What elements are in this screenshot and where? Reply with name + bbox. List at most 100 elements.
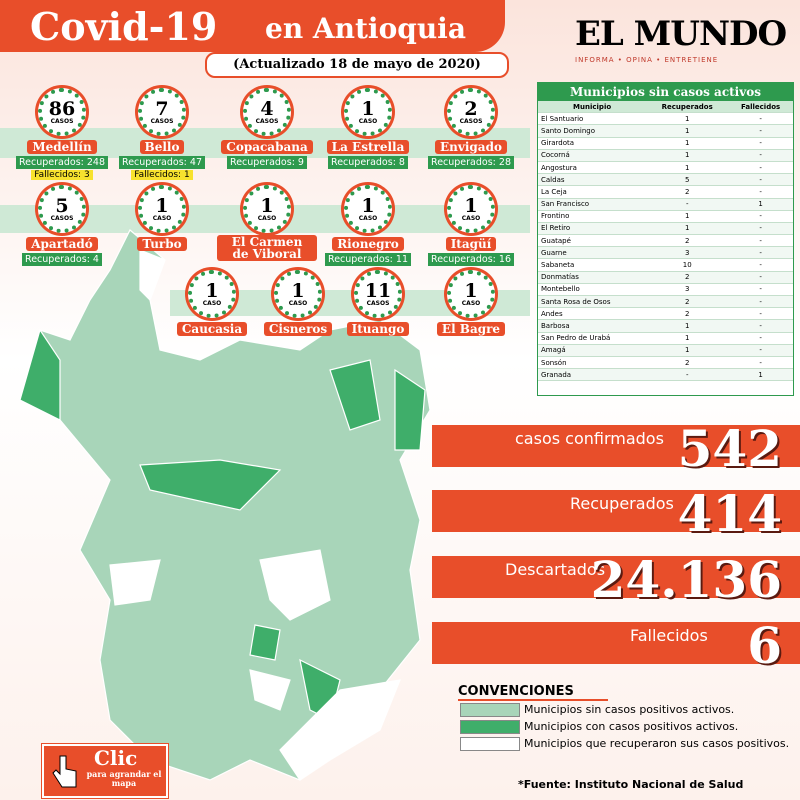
table-cell: - bbox=[646, 368, 729, 382]
table-cell: 1 bbox=[728, 198, 793, 211]
table-cell: Andes bbox=[538, 307, 647, 321]
case-ring: 5 CASOS bbox=[38, 185, 86, 233]
case-unit: CASOS bbox=[150, 117, 174, 125]
case-ring: 1 CASO bbox=[243, 185, 291, 233]
case-unit: CASOS bbox=[50, 214, 74, 222]
stat-value: 414 bbox=[677, 484, 782, 543]
table-cell: Guarne bbox=[538, 246, 647, 260]
case-unit: CASO bbox=[461, 214, 481, 222]
table-header: Municipio Recuperados Fallecidos bbox=[538, 101, 793, 114]
municipality-name: El Bagre bbox=[436, 322, 506, 336]
table-cell: 1 bbox=[646, 332, 729, 345]
case-badge: 11 CASOS Ituango bbox=[328, 270, 428, 337]
region-active bbox=[329, 359, 381, 431]
recovered-label: Recuperados: 248 bbox=[15, 156, 108, 169]
table-cell: Sabaneta bbox=[538, 258, 647, 272]
enlarge-map-button[interactable]: Clic para agrandar el mapa bbox=[42, 744, 168, 798]
legend-swatch bbox=[460, 737, 520, 751]
municipality-name: Bello bbox=[139, 140, 185, 154]
stat-label: Descartados bbox=[505, 560, 606, 579]
case-count: 11 bbox=[364, 279, 392, 302]
stat-label: Fallecidos bbox=[630, 626, 708, 645]
region-active bbox=[394, 368, 426, 451]
case-badge: 7 CASOS Bello Recuperados: 47 Fallecidos: 1 bbox=[112, 88, 212, 180]
case-unit: CASOS bbox=[255, 117, 279, 125]
stat-bar: casos confirmados 542 bbox=[432, 419, 800, 478]
table-cell: 1 bbox=[646, 137, 729, 150]
municipality-name: Cisneros bbox=[263, 322, 333, 336]
table-row: Montebello 3- bbox=[538, 283, 793, 297]
column-header: Fallecidos bbox=[728, 101, 793, 114]
case-badge: 1 CASO Rionegro Recuperados: 11 bbox=[318, 185, 418, 266]
legend-label: Municipios que recuperaron sus casos pos… bbox=[524, 737, 790, 750]
municipality-name: Rionegro bbox=[332, 237, 404, 251]
case-badge: 1 CASO Turbo bbox=[112, 185, 212, 252]
table-panel: Municipios sin casos activos Municipio Re… bbox=[537, 82, 794, 396]
region-active bbox=[139, 459, 282, 511]
table-cell: Angostura bbox=[538, 161, 647, 175]
case-count: 1 bbox=[464, 279, 478, 302]
deaths-label: Fallecidos: 1 bbox=[131, 170, 193, 180]
case-unit: CASOS bbox=[50, 117, 74, 125]
case-count: 7 bbox=[155, 97, 169, 120]
case-count: 1 bbox=[205, 279, 219, 302]
table-row: Andes 2- bbox=[538, 307, 793, 321]
region-active bbox=[249, 624, 281, 661]
table-cell: El Santuario bbox=[538, 112, 647, 126]
logo-tagline: INFORMA • OPINA • ENTRETIENE bbox=[575, 56, 719, 64]
case-count: 4 bbox=[260, 97, 274, 120]
table-cell: Guatapé bbox=[538, 234, 647, 248]
table-cell: - bbox=[728, 161, 793, 175]
title-region: en Antioquia bbox=[265, 12, 466, 45]
table-cell: 2 bbox=[646, 185, 729, 199]
table-cell: 2 bbox=[646, 356, 729, 370]
region-recovered bbox=[139, 249, 166, 302]
case-badge: 1 CASO Itagüí Recuperados: 16 bbox=[421, 185, 521, 266]
case-count: 1 bbox=[155, 194, 169, 217]
subtitle: (Actualizado 18 de mayo de 2020) bbox=[205, 52, 509, 78]
table-cell: - bbox=[728, 137, 793, 150]
case-ring: 1 CASO bbox=[447, 270, 495, 318]
case-ring: 1 CASO bbox=[188, 270, 236, 318]
case-count: 86 bbox=[48, 97, 76, 120]
case-count: 2 bbox=[464, 97, 478, 120]
table-row: Girardota 1- bbox=[538, 137, 793, 150]
region-recovered bbox=[109, 559, 161, 606]
table-row: Amagá 1- bbox=[538, 344, 793, 357]
stat-bar: Descartados 24.136 bbox=[432, 550, 800, 609]
hand-icon bbox=[52, 755, 77, 788]
case-badge: 86 CASOS Medellín Recuperados: 248 Fallecido… bbox=[12, 88, 112, 180]
table-cell: - bbox=[728, 295, 793, 309]
table-cell: 2 bbox=[646, 234, 729, 248]
table-cell: - bbox=[728, 149, 793, 162]
table-cell: - bbox=[728, 356, 793, 370]
case-count: 1 bbox=[361, 97, 375, 120]
case-unit: CASO bbox=[461, 299, 481, 307]
table-cell: Granada bbox=[538, 368, 647, 382]
recovered-label: Recuperados: 47 bbox=[119, 156, 205, 169]
table: Municipio Recuperados Fallecidos El Santuar… bbox=[538, 101, 793, 382]
table-row: Frontino 1- bbox=[538, 210, 793, 223]
table-row: Cocorná 1- bbox=[538, 149, 793, 162]
table-cell: 3 bbox=[646, 246, 729, 260]
case-badge: 2 CASOS Envigado Recuperados: 28 bbox=[421, 88, 521, 169]
logo: EL MUNDO bbox=[575, 14, 787, 54]
table-row: Sabaneta 10- bbox=[538, 258, 793, 272]
table-cell: 1 bbox=[646, 344, 729, 357]
case-badge: 1 CASO Caucasia bbox=[162, 270, 262, 337]
stat-value: 542 bbox=[677, 419, 782, 478]
region-active bbox=[19, 328, 61, 421]
table-cell: - bbox=[728, 258, 793, 272]
case-badge: 1 CASO El Carmen de Viboral bbox=[217, 185, 317, 262]
table-cell: - bbox=[728, 271, 793, 284]
case-ring: 86 CASOS bbox=[38, 88, 86, 136]
table-cell: - bbox=[646, 198, 729, 211]
legend-title: CONVENCIONES bbox=[458, 684, 574, 699]
table-cell: Sonsón bbox=[538, 356, 647, 370]
stat-value: 24.136 bbox=[590, 550, 782, 609]
case-ring: 2 CASOS bbox=[447, 88, 495, 136]
case-badge: 1 CASO El Bagre bbox=[421, 270, 521, 337]
table-row: El Santuario 1- bbox=[538, 112, 793, 126]
table-row: Santa Rosa de Osos 2- bbox=[538, 295, 793, 309]
table-cell: - bbox=[728, 332, 793, 345]
